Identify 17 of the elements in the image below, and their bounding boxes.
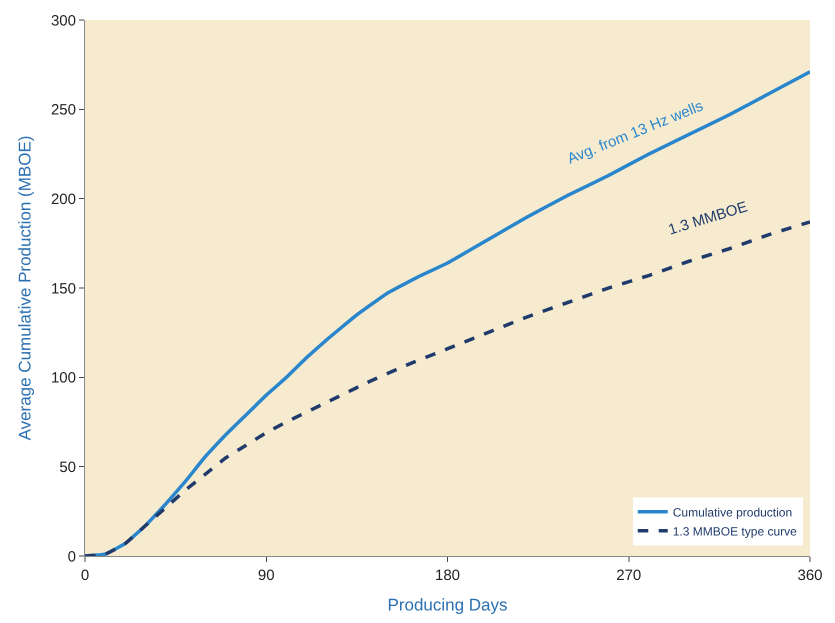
x-tick-label: 270 <box>616 567 642 584</box>
y-tick-label: 300 <box>50 12 76 30</box>
y-tick-label: 50 <box>59 458 76 476</box>
y-tick-label: 150 <box>50 280 76 298</box>
y-tick-label: 100 <box>50 370 76 387</box>
legend-label: Cumulative production <box>672 505 792 520</box>
x-tick-label: 360 <box>797 567 823 584</box>
x-axis-title: Producing Days <box>387 595 508 614</box>
annotation: Avg. from 13 Hz wells <box>565 98 706 168</box>
x-tick-label: 0 <box>80 567 90 584</box>
x-tick-label: 90 <box>258 567 275 584</box>
y-tick-label: 200 <box>50 190 76 208</box>
y-tick-label: 250 <box>50 102 76 119</box>
y-axis-title: Average Cumulative Production (MBOE) <box>16 136 35 440</box>
x-tick-label: 180 <box>434 567 460 584</box>
legend-label: 1.3 MMBOE type curve <box>672 524 798 538</box>
y-tick-label: 0 <box>68 548 76 566</box>
